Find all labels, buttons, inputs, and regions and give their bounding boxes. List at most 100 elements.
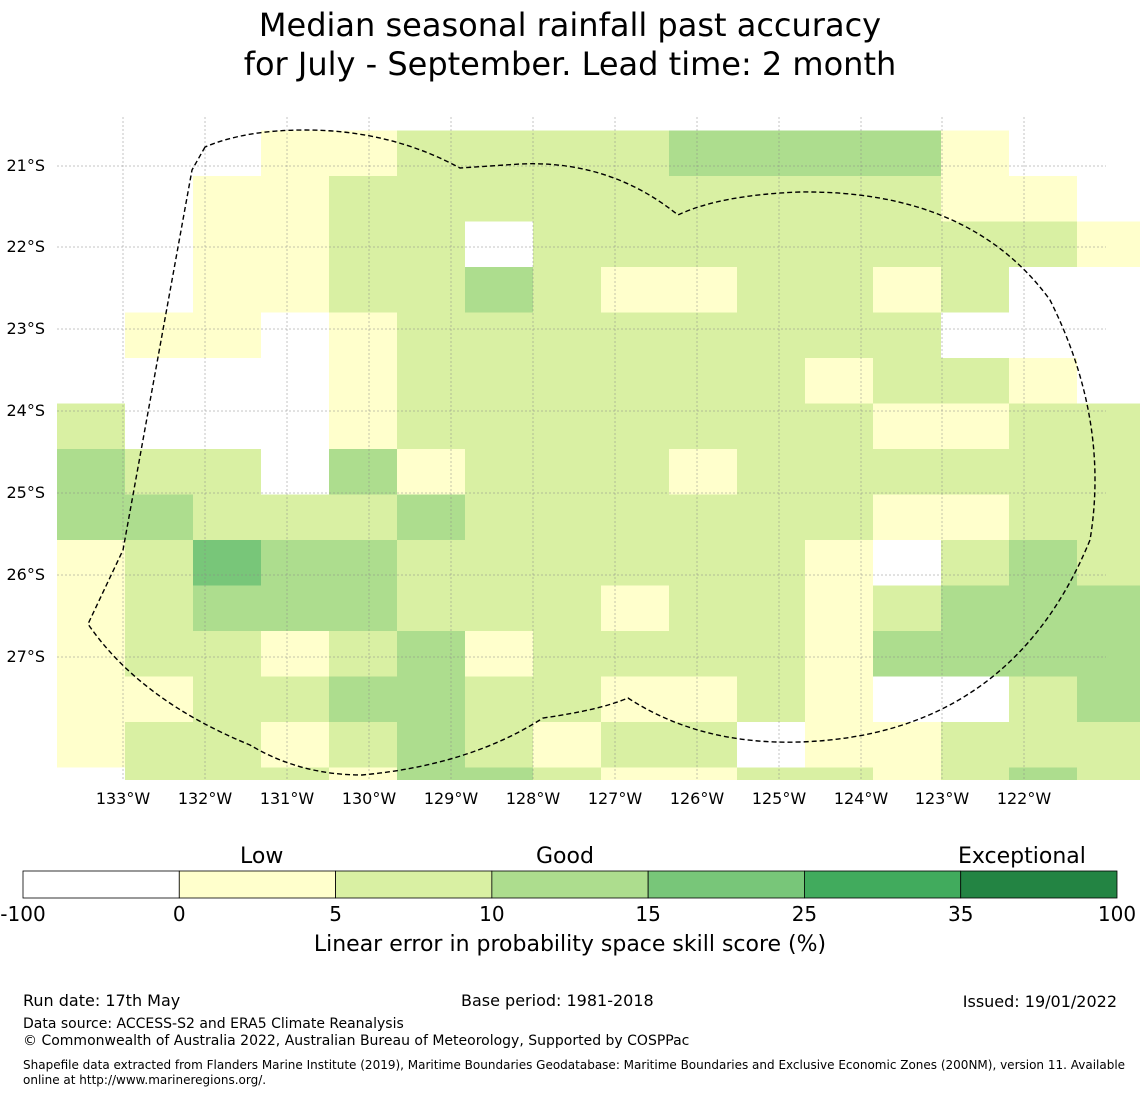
grid-cell	[193, 267, 261, 313]
grid-cell	[465, 176, 533, 222]
grid-cell	[1009, 403, 1077, 449]
grid-cell	[261, 767, 329, 780]
grid-cell	[329, 449, 397, 495]
grid-cell	[57, 585, 125, 631]
longitude-label: 126°W	[669, 789, 725, 808]
grid-cell	[329, 676, 397, 722]
grid-cell	[669, 358, 737, 404]
title-line-1: Median seasonal rainfall past accuracy	[258, 6, 882, 44]
grid-cell	[805, 540, 873, 586]
grid-cell	[533, 494, 601, 540]
grid-cell	[601, 585, 669, 631]
grid-cell	[669, 267, 737, 313]
grid-cell	[601, 176, 669, 222]
grid-cell	[1077, 676, 1140, 722]
grid-cell	[1009, 312, 1077, 358]
grid-cell	[57, 676, 125, 722]
grid-cell	[669, 130, 737, 176]
grid-cell	[601, 722, 669, 768]
grid-cell	[941, 176, 1009, 222]
grid-cell	[669, 722, 737, 768]
grid-cell	[329, 176, 397, 222]
grid-cell	[193, 494, 261, 540]
grid-cell	[465, 585, 533, 631]
latitude-label: 27°S	[6, 647, 45, 666]
grid-cell	[465, 130, 533, 176]
grid-cell	[805, 403, 873, 449]
grid-cell	[397, 403, 465, 449]
grid-cell	[125, 494, 193, 540]
longitude-label: 127°W	[587, 789, 643, 808]
grid-cell	[941, 403, 1009, 449]
latitude-label: 21°S	[6, 156, 45, 175]
grid-cell	[533, 449, 601, 495]
longitude-label: 132°W	[177, 789, 233, 808]
grid-cell	[125, 767, 193, 780]
grid-cell	[669, 221, 737, 267]
grid-cell	[57, 494, 125, 540]
grid-cell	[805, 312, 873, 358]
grid-cell	[737, 312, 805, 358]
grid-cell	[737, 585, 805, 631]
grid-cell	[397, 722, 465, 768]
grid-cell	[805, 585, 873, 631]
grid-cell	[737, 631, 805, 677]
colorbar-tick: 10	[479, 902, 505, 926]
grid-cell	[669, 676, 737, 722]
grid-cell	[1077, 722, 1140, 768]
grid-cell	[125, 631, 193, 677]
grid-cell	[1077, 494, 1140, 540]
grid-cell	[57, 540, 125, 586]
grid-cell	[465, 722, 533, 768]
grid-cell	[465, 767, 533, 780]
grid-cell	[465, 540, 533, 586]
grid-cell	[329, 267, 397, 313]
grid-cell	[193, 221, 261, 267]
grid-cell	[873, 494, 941, 540]
grid-cell	[533, 767, 601, 780]
map-title: Median seasonal rainfall past accuracy f…	[0, 6, 1140, 84]
grid-cell	[193, 358, 261, 404]
grid-cell	[329, 403, 397, 449]
grid-cell	[601, 767, 669, 780]
grid-cell	[601, 449, 669, 495]
category-good: Good	[536, 844, 594, 869]
grid-cell	[533, 403, 601, 449]
grid-cell	[737, 358, 805, 404]
longitude-label: 122°W	[996, 789, 1052, 808]
grid-cell	[533, 267, 601, 313]
grid-cell	[737, 221, 805, 267]
grid-cell	[873, 267, 941, 313]
grid-cell	[873, 585, 941, 631]
colorbar-tick: 25	[791, 902, 818, 926]
longitude-label: 130°W	[341, 789, 397, 808]
grid-cell	[669, 312, 737, 358]
grid-cell	[261, 631, 329, 677]
grid-cell	[261, 722, 329, 768]
grid-cell	[873, 221, 941, 267]
eez-boundary	[87, 129, 1096, 776]
grid-cell	[1077, 585, 1140, 631]
grid-cell	[125, 676, 193, 722]
grid-cell	[873, 631, 941, 677]
grid-cell	[1077, 540, 1140, 586]
grid-cell	[1009, 767, 1077, 780]
grid-cell	[533, 130, 601, 176]
colorbar-tick: 5	[329, 902, 342, 926]
grid-cell	[125, 722, 193, 768]
grid-cell	[397, 494, 465, 540]
grid-cell	[601, 540, 669, 586]
grid-cell	[329, 767, 397, 780]
grid-cell	[1009, 722, 1077, 768]
grid-cell	[261, 494, 329, 540]
colorbar-tick: -100	[0, 902, 46, 926]
shapefile-credit-line-2: online at http://www.marineregions.org/.	[23, 1073, 267, 1087]
grid-cell	[873, 358, 941, 404]
grid-cell	[941, 767, 1009, 780]
grid-cell	[125, 449, 193, 495]
grid-cell	[941, 267, 1009, 313]
grid-cell	[397, 540, 465, 586]
grid-cell	[805, 722, 873, 768]
grid-cell	[805, 449, 873, 495]
